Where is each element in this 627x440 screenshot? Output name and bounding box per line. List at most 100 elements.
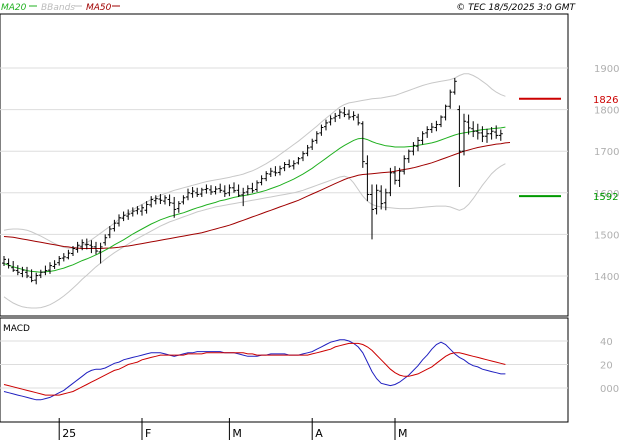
level-label-1826: 1826 (593, 95, 618, 106)
x-tick-label-A: A (315, 427, 323, 440)
ohlc-bar-28 (130, 207, 135, 217)
x-tick-label-M: M (232, 427, 242, 440)
ohlc-bar-17 (80, 239, 85, 251)
ohlc-bar-100 (462, 113, 466, 156)
ohlc-bar-80 (370, 184, 374, 240)
bbands-upper-line (3, 73, 506, 249)
price-tick-label-1600: 1600 (594, 189, 619, 200)
ohlc-bars-layer (2, 77, 503, 285)
ohlc-bar-27 (126, 209, 131, 220)
ohlc-bar-85 (393, 166, 397, 185)
legend: MA20 BBands MA50 (1, 3, 120, 13)
legend-bbands-label: BBands (41, 3, 75, 13)
ohlc-bar-42 (195, 187, 200, 197)
ohlc-bar-96 (443, 104, 448, 121)
ohlc-bar-8 (38, 269, 43, 279)
ohlc-bar-12 (57, 256, 62, 266)
ohlc-bar-7 (34, 272, 39, 285)
macd-title: MACD (3, 324, 30, 334)
macd-panel-frame (0, 317, 569, 423)
ohlc-bar-39 (181, 195, 186, 205)
ohlc-bar-72 (333, 112, 338, 123)
ohlc-bar-54 (250, 182, 255, 193)
ohlc-bar-89 (411, 142, 416, 156)
ohlc-bar-13 (61, 253, 66, 262)
levels-layer: 1826 1592 (519, 95, 618, 203)
macd-line (3, 339, 506, 401)
ohlc-bar-55 (255, 180, 259, 192)
price-tick-label-1900: 1900 (594, 64, 619, 75)
ohlc-bar-14 (66, 249, 71, 260)
ohlc-bar-81 (374, 184, 379, 215)
ohlc-bar-70 (324, 119, 328, 131)
ohlc-bar-73 (337, 109, 342, 119)
macd-tick-label-20: 20 (600, 361, 613, 372)
ohlc-bar-30 (140, 204, 144, 216)
ohlc-bar-56 (259, 175, 264, 186)
level-label-1592: 1592 (593, 192, 618, 203)
ohlc-bar-71 (328, 115, 333, 126)
ohlc-bar-97 (448, 89, 453, 109)
ohlc-bar-37 (172, 196, 177, 218)
x-tick-label-M: M (398, 427, 408, 440)
ohlc-bar-43 (199, 187, 204, 197)
ohlc-bar-105 (485, 128, 489, 143)
ohlc-bar-20 (94, 241, 98, 255)
ohlc-bar-10 (48, 262, 52, 274)
ohlc-bar-93 (429, 122, 434, 133)
ohlc-bar-15 (71, 246, 75, 257)
ohlc-bar-4 (20, 266, 25, 278)
ohlc-bar-9 (43, 265, 48, 276)
ohlc-bar-59 (273, 166, 278, 177)
macd-tick-label-0: 000 (600, 384, 619, 395)
copyright-text: © TEC 18/5/2025 3:0 GMT (456, 3, 576, 13)
macd-tick-label-40: 40 (600, 337, 613, 348)
legend-ma50-label: MA50 (86, 3, 112, 13)
ohlc-bar-107 (494, 125, 499, 139)
price-y-axis: 1400 1500 1600 1700 1800 1900 (594, 64, 619, 283)
x-axis: 25 F M A M (58, 418, 408, 440)
bbands-lower-line (3, 163, 506, 309)
macd-grid (0, 340, 568, 389)
macd-y-axis: 000 20 40 (600, 337, 619, 395)
ohlc-bar-106 (489, 127, 494, 140)
macd-signal-line (3, 342, 506, 396)
ohlc-bar-98 (452, 77, 457, 95)
ohlc-bar-90 (416, 137, 420, 152)
ohlc-bar-52 (241, 187, 246, 207)
ohlc-bar-60 (278, 165, 282, 176)
ohlc-bar-49 (227, 184, 232, 197)
ohlc-bar-99 (457, 105, 462, 187)
ohlc-bar-46 (213, 186, 218, 195)
ohlc-bar-2 (11, 261, 16, 272)
ohlc-bar-50 (232, 182, 236, 193)
ohlc-bar-67 (310, 138, 315, 150)
ohlc-bar-35 (163, 195, 167, 205)
ma20-line (3, 126, 506, 273)
ohlc-bar-36 (167, 194, 172, 207)
x-tick-label-F: F (145, 427, 151, 440)
ohlc-bar-38 (176, 201, 181, 213)
ohlc-bar-23 (107, 226, 112, 239)
ohlc-bar-11 (52, 260, 57, 269)
ohlc-bar-48 (222, 185, 227, 197)
ohlc-bar-41 (190, 186, 195, 198)
ma50-line (3, 142, 511, 249)
ohlc-bar-91 (420, 131, 425, 145)
moving-averages-layer (3, 126, 511, 273)
ohlc-bar-94 (434, 120, 439, 132)
macd-lines-layer (3, 339, 506, 401)
ohlc-bar-92 (425, 126, 430, 138)
ohlc-bar-32 (149, 196, 154, 208)
ohlc-bar-102 (471, 121, 476, 138)
ohlc-bar-25 (117, 214, 121, 227)
ohlc-bar-101 (466, 114, 471, 135)
legend-ma20-label: MA20 (1, 3, 27, 13)
ohlc-bar-5 (25, 266, 29, 279)
price-tick-label-1800: 1800 (594, 106, 619, 117)
ohlc-bar-62 (287, 159, 292, 168)
ohlc-bar-86 (397, 167, 402, 187)
ohlc-bar-21 (98, 242, 103, 264)
ohlc-bar-66 (305, 144, 310, 157)
ohlc-bar-47 (218, 183, 223, 193)
